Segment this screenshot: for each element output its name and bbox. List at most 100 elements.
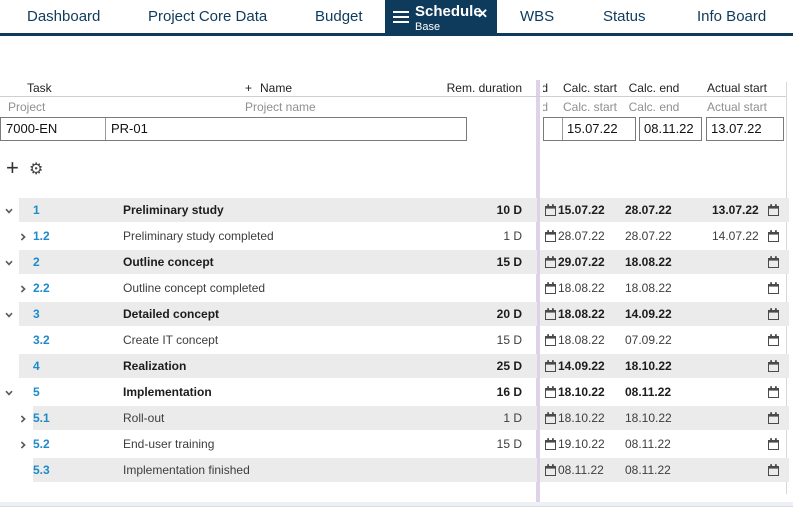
tab-budget[interactable]: Budget [315,8,363,25]
calendar-icon[interactable] [768,308,779,323]
task-calc-start[interactable]: 18.08.22 [558,333,605,347]
task-row[interactable]: 5 Implementation 16 D 18.10.22 08.11.22 [0,379,793,405]
task-number[interactable]: 5 [33,385,40,399]
actual-start-value[interactable]: 13.07.22 [711,121,762,136]
task-name[interactable]: Outline concept completed [123,281,266,295]
task-row[interactable]: 5.1 Roll-out 1 D 18.10.22 18.10.22 [0,405,793,431]
tab-dashboard[interactable]: Dashboard [27,8,101,25]
calc-end-value[interactable]: 08.11.22 [644,121,694,136]
task-name[interactable]: Preliminary study [123,203,224,217]
calendar-icon[interactable] [545,360,556,375]
calendar-icon[interactable] [545,282,556,297]
calc-start-value[interactable]: 15.07.22 [567,121,618,136]
task-calc-end[interactable]: 08.11.22 [625,463,671,477]
task-row[interactable]: 3.2 Create IT concept 15 D 18.08.22 07.09.22 [0,327,793,353]
hamburger-icon[interactable] [393,11,409,23]
task-calc-end[interactable]: 08.11.22 [625,437,671,451]
col-header-name[interactable]: + Name [245,81,292,95]
task-rem-duration[interactable]: 20 D [496,307,522,321]
tab-status[interactable]: Status [603,8,646,25]
task-actual-start[interactable]: 14.07.22 [712,229,759,243]
task-name[interactable]: Outline concept [123,255,214,269]
pane-split-line[interactable] [536,80,540,506]
chevron-right-icon[interactable] [18,413,28,423]
task-name[interactable]: End-user training [123,437,215,451]
task-calc-end[interactable]: 28.07.22 [625,229,672,243]
calc-end-input[interactable]: 08.11.22 [639,117,702,141]
task-number[interactable]: 1 [33,203,40,217]
task-row[interactable]: 5.2 End-user training 15 D 19.10.22 08.11.22 [0,431,793,457]
task-row[interactable]: 2.2 Outline concept completed 18.08.22 18.0… [0,275,793,301]
tab-schedule[interactable]: Schedule ✕ Base [385,0,497,36]
task-number[interactable]: 1.2 [33,229,50,243]
task-calc-start[interactable]: 08.11.22 [558,463,604,477]
add-column-icon[interactable]: + [245,81,253,95]
task-number[interactable]: 2 [33,255,40,269]
task-calc-start[interactable]: 15.07.22 [558,203,605,217]
task-calc-end[interactable]: 07.09.22 [625,333,672,347]
calendar-icon[interactable] [768,282,779,297]
tab-wbs[interactable]: WBS [520,8,555,25]
task-number[interactable]: 5.1 [33,411,50,425]
task-row[interactable]: 1 Preliminary study 10 D 15.07.22 28.07.22 13… [0,197,793,223]
calendar-icon[interactable] [545,412,556,427]
add-task-button[interactable]: + [6,155,19,180]
gear-icon[interactable]: ⚙ [29,159,44,178]
calendar-icon[interactable] [768,464,779,479]
calendar-icon[interactable] [545,308,556,323]
task-name[interactable]: Preliminary study completed [123,229,274,243]
task-name[interactable]: Roll-out [123,411,165,425]
task-row[interactable]: 3 Detailed concept 20 D 18.08.22 14.09.22 [0,301,793,327]
tab-project-core-data[interactable]: Project Core Data [148,8,268,25]
task-number[interactable]: 3.2 [33,333,50,347]
project-name-field[interactable]: PR-01 [111,121,148,136]
task-calc-start[interactable]: 18.10.22 [558,411,605,425]
task-name[interactable]: Detailed concept [123,307,220,321]
chevron-down-icon[interactable] [4,257,14,267]
task-calc-start[interactable]: 29.07.22 [558,255,605,269]
actual-start-input[interactable]: 13.07.22 [706,117,784,141]
calendar-icon[interactable] [545,230,556,245]
task-rem-duration[interactable]: 10 D [496,203,522,217]
task-calc-end[interactable]: 28.07.22 [625,203,672,217]
calendar-icon[interactable] [768,256,779,271]
col-header-calc-end[interactable]: Calc. end [628,81,680,95]
chevron-down-icon[interactable] [4,309,14,319]
task-name[interactable]: Realization [123,359,187,373]
project-id-field[interactable]: 7000-EN [6,121,58,136]
task-rem-duration[interactable]: 15 D [496,333,522,347]
task-row[interactable]: 2 Outline concept 15 D 29.07.22 18.08.22 [0,249,793,275]
task-name[interactable]: Create IT concept [123,333,219,347]
task-number[interactable]: 5.2 [33,437,50,451]
task-row[interactable]: 4 Realization 25 D 14.09.22 18.10.22 [0,353,793,379]
task-rem-duration[interactable]: 15 D [496,255,522,269]
calendar-icon[interactable] [768,438,779,453]
task-number[interactable]: 4 [33,359,40,373]
calendar-icon[interactable] [545,334,556,349]
task-calc-start[interactable]: 18.10.22 [558,385,605,399]
project-input[interactable]: 7000-EN PR-01 [0,117,467,141]
calendar-icon[interactable] [768,386,779,401]
calendar-icon[interactable] [545,386,556,401]
task-rem-duration[interactable]: 25 D [496,359,522,373]
task-rem-duration[interactable]: 16 D [496,385,522,399]
task-name[interactable]: Implementation finished [123,463,250,477]
task-number[interactable]: 2.2 [33,281,50,295]
task-row[interactable]: 5.3 Implementation finished 08.11.22 08.11.… [0,457,793,483]
col-header-rem-duration[interactable]: Rem. duration [446,81,522,95]
tab-info-board[interactable]: Info Board [697,8,767,25]
calendar-icon[interactable] [768,360,779,375]
col-header-actual-start[interactable]: Actual start [706,81,768,95]
calendar-icon[interactable] [545,256,556,271]
calendar-icon[interactable] [768,204,779,219]
calendar-icon[interactable] [768,334,779,349]
task-actual-start[interactable]: 13.07.22 [712,203,759,217]
task-name[interactable]: Implementation [123,385,212,399]
task-rem-duration[interactable]: 1 D [503,229,522,243]
calendar-icon[interactable] [768,412,779,427]
horizontal-scrollbar[interactable] [0,502,793,507]
chevron-right-icon[interactable] [18,439,28,449]
task-row[interactable]: 1.2 Preliminary study completed 1 D 28.07.2… [0,223,793,249]
task-calc-end[interactable]: 18.10.22 [625,359,672,373]
task-calc-start[interactable]: 18.08.22 [558,281,605,295]
